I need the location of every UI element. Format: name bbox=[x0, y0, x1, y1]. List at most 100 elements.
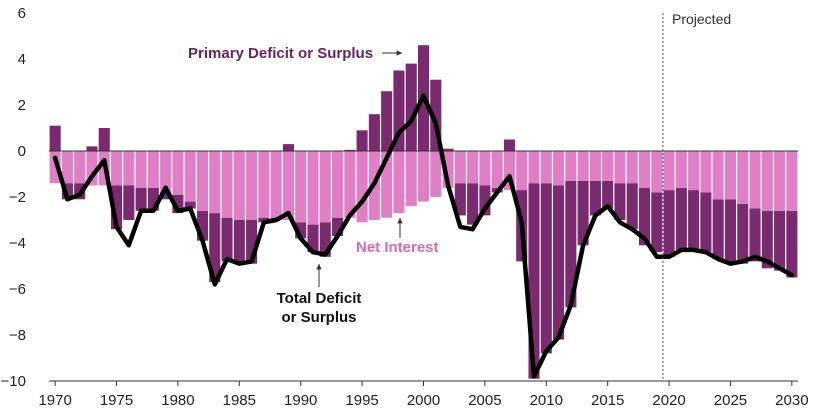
net-interest-bar bbox=[565, 151, 577, 181]
primary-bar bbox=[381, 91, 393, 151]
y-tick-label: −6 bbox=[9, 281, 26, 298]
net-interest-bar bbox=[749, 151, 761, 209]
primary-bar bbox=[688, 190, 700, 250]
net-interest-bar bbox=[86, 151, 98, 186]
total-deficit-line-group bbox=[52, 93, 795, 379]
y-tick-label: −10 bbox=[1, 373, 26, 390]
y-tick-labels: −10 −8 −6 −4 −2 0 2 4 6 bbox=[1, 5, 26, 390]
net-interest-bar bbox=[381, 151, 393, 218]
primary-bar bbox=[319, 222, 331, 257]
x-tick-label: 1980 bbox=[161, 392, 194, 409]
annotations: Primary Deficit or Surplus Net Interest … bbox=[188, 11, 731, 326]
primary-bar bbox=[160, 192, 172, 200]
primary-bar bbox=[405, 63, 417, 151]
net-interest-bar bbox=[675, 151, 687, 188]
net-interest-bar bbox=[209, 151, 221, 214]
net-interest-bar bbox=[147, 151, 159, 188]
primary-bar bbox=[442, 148, 454, 151]
net-interest-bar bbox=[774, 151, 786, 211]
x-tick-label: 1975 bbox=[100, 392, 133, 409]
net-interest-bar bbox=[577, 151, 589, 181]
primary-bar bbox=[110, 185, 123, 230]
y-tick-label: 4 bbox=[18, 51, 26, 68]
net-interest-bar bbox=[589, 151, 601, 181]
annotation-net-interest: Net Interest bbox=[356, 239, 439, 256]
primary-bar bbox=[49, 125, 61, 151]
net-interest-bar bbox=[160, 151, 172, 193]
primary-bar bbox=[553, 185, 565, 340]
primary-bar bbox=[638, 187, 651, 246]
net-interest-bar bbox=[332, 151, 344, 218]
net-interest-bar bbox=[688, 151, 700, 191]
primary-bar bbox=[135, 187, 147, 211]
y-tick-label: −4 bbox=[9, 235, 26, 252]
net-interest-bar bbox=[270, 151, 282, 218]
net-interest-bar bbox=[172, 151, 184, 195]
primary-bar bbox=[332, 217, 344, 237]
net-interest-bar bbox=[467, 151, 479, 184]
primary-bar bbox=[172, 194, 184, 214]
net-interest-bar bbox=[233, 151, 245, 220]
annotation-primary-deficit: Primary Deficit or Surplus bbox=[188, 45, 373, 62]
net-interest-bar bbox=[184, 151, 196, 202]
net-interest-bar bbox=[282, 151, 294, 220]
net-interest-bar bbox=[258, 151, 270, 218]
primary-bar bbox=[86, 146, 98, 151]
net-interest-bar bbox=[393, 151, 405, 214]
y-tick-label: 6 bbox=[18, 5, 26, 22]
net-interest-bar bbox=[49, 151, 61, 184]
net-interest-bar bbox=[344, 151, 356, 218]
net-interest-bar bbox=[430, 151, 442, 197]
x-tick-label: 1970 bbox=[38, 392, 71, 409]
net-interest-bar bbox=[295, 151, 307, 223]
net-interest-bar bbox=[356, 151, 368, 223]
primary-bar bbox=[786, 210, 798, 278]
primary-bar bbox=[761, 210, 773, 269]
x-tick-label: 2000 bbox=[407, 392, 440, 409]
net-interest-bar bbox=[110, 151, 123, 186]
net-interest-bar bbox=[135, 151, 147, 188]
primary-bar bbox=[356, 130, 368, 151]
annotation-projected: Projected bbox=[672, 11, 731, 27]
net-interest-bar bbox=[221, 151, 233, 218]
net-interest-bar bbox=[516, 151, 528, 191]
net-interest-bar bbox=[307, 151, 319, 225]
annotation-arrows bbox=[316, 50, 403, 287]
primary-bar bbox=[430, 79, 442, 151]
primary-bar bbox=[184, 201, 196, 209]
x-tick-labels: 1970 1975 1980 1985 1990 1995 2000 2005 2010 2015… bbox=[38, 381, 809, 409]
primary-bar bbox=[577, 180, 589, 246]
arrow-total-deficit-head bbox=[316, 264, 322, 270]
primary-bar bbox=[651, 192, 663, 253]
primary-bar bbox=[221, 217, 233, 262]
annotation-total-deficit-line2: or Surplus bbox=[281, 309, 356, 326]
net-interest-bar bbox=[417, 151, 430, 202]
primary-bar bbox=[503, 139, 515, 151]
net-interest-bar bbox=[724, 151, 737, 200]
primary-bar bbox=[233, 220, 245, 264]
total-deficit-line bbox=[52, 93, 795, 379]
net-interest-bar bbox=[602, 151, 614, 181]
primary-bar bbox=[540, 183, 552, 354]
primary-bar bbox=[724, 199, 737, 264]
net-interest-bar bbox=[737, 151, 749, 204]
net-interest-bar bbox=[761, 151, 773, 211]
primary-bar bbox=[258, 217, 270, 223]
primary-bar bbox=[700, 192, 712, 253]
primary-bar bbox=[98, 128, 110, 151]
net-interest-bar bbox=[663, 151, 675, 191]
primary-bar bbox=[282, 144, 294, 151]
primary-bar bbox=[675, 187, 687, 250]
primary-bar bbox=[749, 208, 761, 262]
net-interest-bar bbox=[540, 151, 552, 184]
primary-bar bbox=[737, 203, 749, 264]
net-interest-bar bbox=[442, 151, 454, 188]
net-interest-bar bbox=[246, 151, 258, 220]
net-interest-bar bbox=[626, 151, 638, 184]
net-interest-bar bbox=[528, 151, 540, 184]
primary-bar bbox=[774, 210, 786, 271]
net-interest-bar bbox=[786, 151, 798, 211]
net-interest-bar bbox=[196, 151, 209, 211]
net-interest-bar bbox=[479, 151, 491, 186]
net-interest-bar bbox=[553, 151, 565, 186]
